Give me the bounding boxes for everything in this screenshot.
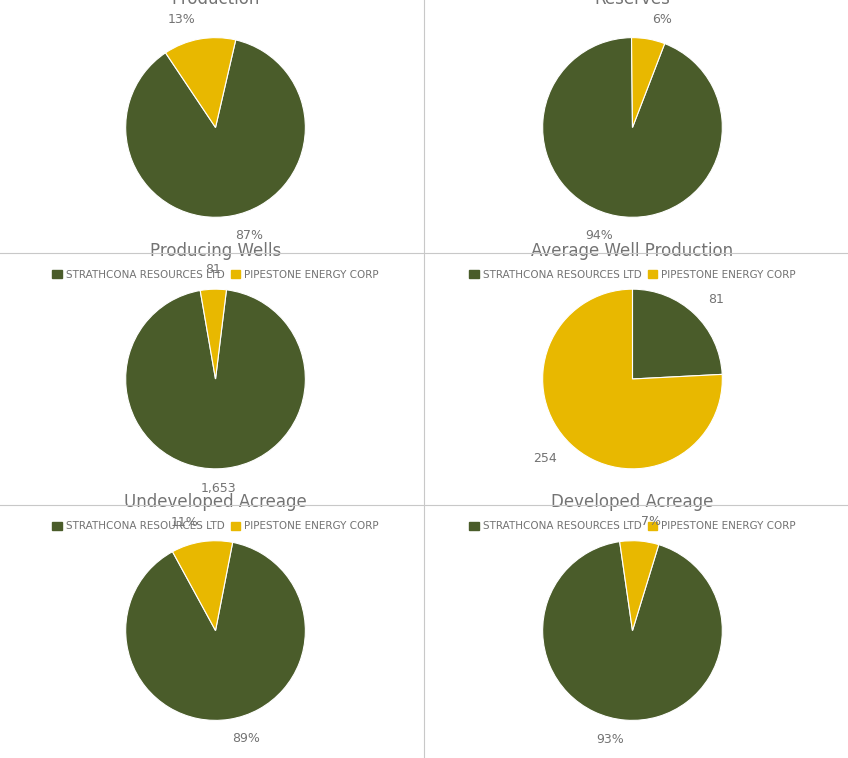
Wedge shape xyxy=(543,38,722,218)
Text: 89%: 89% xyxy=(232,732,260,745)
Wedge shape xyxy=(543,542,722,720)
Title: Average Well Production: Average Well Production xyxy=(532,242,734,259)
Text: 81: 81 xyxy=(708,293,724,306)
Wedge shape xyxy=(543,289,722,469)
Wedge shape xyxy=(165,38,236,127)
Wedge shape xyxy=(172,540,232,631)
Legend: STRATHCONA RESOURCES LTD, PIPESTONE ENERGY CORP: STRATHCONA RESOURCES LTD, PIPESTONE ENER… xyxy=(48,265,383,284)
Text: 94%: 94% xyxy=(585,229,613,242)
Wedge shape xyxy=(632,38,665,127)
Wedge shape xyxy=(126,40,305,218)
Text: 11%: 11% xyxy=(171,515,198,529)
Wedge shape xyxy=(620,540,659,631)
Text: 6%: 6% xyxy=(652,13,672,26)
Text: 81: 81 xyxy=(205,263,220,276)
Legend: STRATHCONA RESOURCES LTD, PIPESTONE ENERGY CORP: STRATHCONA RESOURCES LTD, PIPESTONE ENER… xyxy=(465,265,800,284)
Title: Undeveloped Acreage: Undeveloped Acreage xyxy=(124,493,307,511)
Text: 93%: 93% xyxy=(596,733,624,747)
Title: Developed Acreage: Developed Acreage xyxy=(551,493,714,511)
Legend: STRATHCONA RESOURCES LTD, PIPESTONE ENERGY CORP: STRATHCONA RESOURCES LTD, PIPESTONE ENER… xyxy=(48,517,383,535)
Wedge shape xyxy=(633,289,722,379)
Legend: STRATHCONA RESOURCES LTD, PIPESTONE ENERGY CORP: STRATHCONA RESOURCES LTD, PIPESTONE ENER… xyxy=(465,517,800,535)
Text: 13%: 13% xyxy=(168,13,196,27)
Wedge shape xyxy=(200,289,226,379)
Title: Production: Production xyxy=(171,0,259,8)
Title: Producing Wells: Producing Wells xyxy=(150,242,282,259)
Text: 254: 254 xyxy=(533,452,557,465)
Text: 1,653: 1,653 xyxy=(200,482,236,495)
Wedge shape xyxy=(126,543,305,720)
Title: Reserves: Reserves xyxy=(594,0,671,8)
Text: 87%: 87% xyxy=(235,229,263,242)
Wedge shape xyxy=(126,290,305,469)
Text: 7%: 7% xyxy=(641,515,661,528)
